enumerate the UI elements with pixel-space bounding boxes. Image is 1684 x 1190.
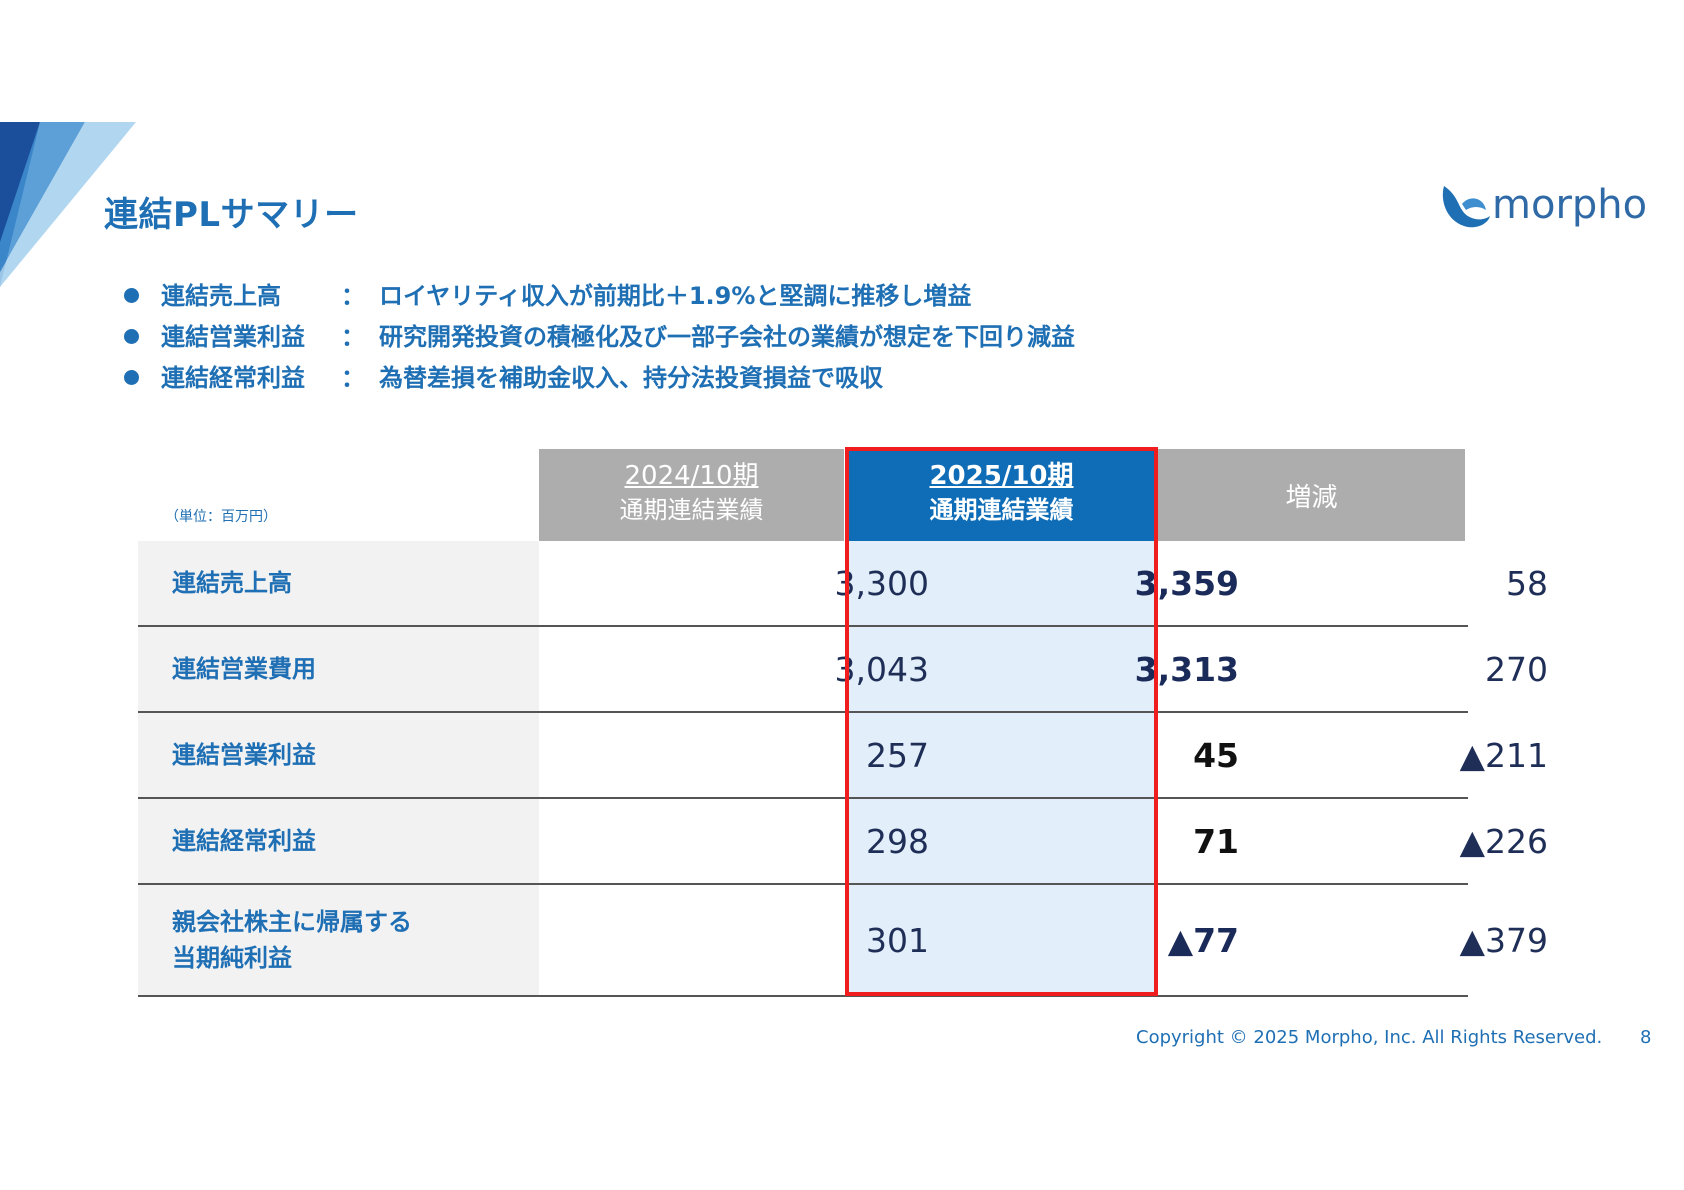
value-current: 3,313	[1134, 649, 1239, 689]
header-current-period: 2025/10期 通期連結業績	[849, 449, 1154, 541]
value-change: ▲226	[1459, 821, 1548, 861]
value-prev: 3,043	[834, 649, 929, 689]
value-prev: 257	[866, 735, 929, 775]
row-label: 親会社株主に帰属する 当期純利益	[138, 885, 539, 995]
bullet-label: 連結売上高	[161, 282, 281, 310]
corner-decoration	[0, 122, 136, 287]
value-prev: 298	[866, 821, 929, 861]
bullet-dot-icon	[124, 369, 139, 385]
header-prev-sub-label: 通期連結業績	[619, 496, 764, 524]
value-prev: 3,300	[834, 563, 929, 603]
bullet-item: 連結経常利益 ： 為替差損を補助金収入、持分法投資損益で吸収	[124, 358, 1075, 399]
header-prev-period-label: 2024/10期	[624, 461, 759, 491]
bullet-item: 連結売上高 ： ロイヤリティ収入が前期比＋1.9%と堅調に推移し増益	[124, 276, 1075, 317]
value-current: 3,359	[1134, 563, 1239, 603]
value-prev: 301	[866, 920, 929, 960]
bullet-text: 研究開発投資の積極化及び一部子会社の業績が想定を下回り減益	[379, 323, 1075, 351]
unit-note: （単位：百万円）	[165, 509, 277, 525]
value-current: ▲77	[1167, 920, 1239, 960]
value-current: 45	[1193, 735, 1239, 775]
table-row: 連結営業利益 257 45 ▲211	[138, 713, 1548, 799]
bullet-text: ロイヤリティ収入が前期比＋1.9%と堅調に推移し増益	[379, 282, 972, 310]
bullet-dot-icon	[124, 328, 139, 344]
header-current-sub-label: 通期連結業績	[929, 496, 1074, 524]
row-label: 連結営業利益	[138, 713, 539, 797]
logo-text: morpho	[1492, 182, 1648, 228]
value-change: ▲379	[1459, 920, 1548, 960]
current-period-highlight-box	[845, 447, 1158, 996]
bullet-colon: ：	[341, 282, 365, 310]
bullet-label: 連結営業利益	[161, 323, 305, 351]
row-label: 連結経常利益	[138, 799, 539, 883]
row-label: 連結売上高	[138, 541, 539, 625]
copyright: Copyright © 2025 Morpho, Inc. All Rights…	[1136, 1027, 1603, 1048]
bullet-colon: ：	[341, 323, 365, 351]
header-change: 増減	[1158, 449, 1465, 541]
header-prev-period: 2024/10期 通期連結業績	[539, 449, 844, 541]
page-number: 8	[1640, 1027, 1652, 1048]
header-change-label: 増減	[1285, 483, 1338, 513]
value-current: 71	[1193, 821, 1239, 861]
bullet-item: 連結営業利益 ： 研究開発投資の積極化及び一部子会社の業績が想定を下回り減益	[124, 317, 1075, 358]
bullet-label: 連結経常利益	[161, 364, 305, 392]
table-row: 連結営業費用 3,043 3,313 270	[138, 627, 1548, 713]
header-current-period-label: 2025/10期	[929, 461, 1074, 491]
bullet-dot-icon	[124, 287, 139, 303]
current-column-background	[849, 541, 1154, 995]
slide-title: 連結PLサマリー	[104, 195, 359, 235]
value-change: 270	[1485, 649, 1548, 689]
morpho-logo: morpho	[1436, 178, 1647, 238]
table-row: 連結経常利益 298 71 ▲226	[138, 799, 1548, 885]
bullet-text: 為替差損を補助金収入、持分法投資損益で吸収	[379, 364, 883, 392]
bullet-colon: ：	[341, 364, 365, 392]
row-label: 連結営業費用	[138, 627, 539, 711]
summary-bullets: 連結売上高 ： ロイヤリティ収入が前期比＋1.9%と堅調に推移し増益 連結営業利益 ：…	[124, 276, 1075, 399]
value-change: ▲211	[1459, 735, 1548, 775]
table-row: 親会社株主に帰属する 当期純利益 301 ▲77 ▲379	[138, 885, 1548, 997]
table-row: 連結売上高 3,300 3,359 58	[138, 541, 1548, 627]
value-change: 58	[1506, 563, 1548, 603]
logo-mark-icon	[1442, 186, 1490, 228]
